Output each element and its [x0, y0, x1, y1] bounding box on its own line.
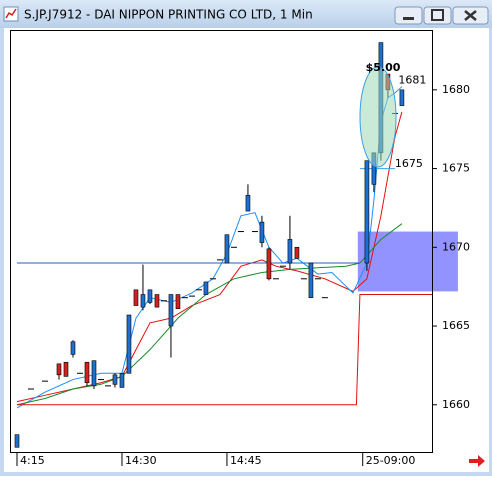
- maximize-button[interactable]: [423, 6, 452, 25]
- candle-body: [91, 360, 97, 387]
- x-tick-label: 14:30: [125, 454, 157, 467]
- candle-body: [364, 160, 370, 264]
- candle-body: [266, 248, 272, 280]
- candle-body: [175, 294, 181, 310]
- candle-body: [259, 221, 265, 243]
- annotation: $5.00: [366, 61, 401, 74]
- scroll-arrow[interactable]: [469, 455, 485, 467]
- x-tick-label: 4:15: [20, 454, 45, 467]
- y-tick-label: 1670: [442, 240, 470, 253]
- annotation: 1681: [398, 73, 426, 86]
- minimize-button[interactable]: [394, 6, 423, 25]
- candle-body: [84, 361, 90, 384]
- x-tick-label: 14:45: [230, 454, 262, 467]
- minimize-icon: [403, 17, 414, 20]
- price-zone: [357, 231, 458, 292]
- window-buttons: [394, 6, 489, 25]
- candle-body: [308, 262, 314, 298]
- highlight-ellipse: [359, 66, 397, 168]
- chart-title: S.JP.J7912 - DAI NIPPON PRINTING CO LTD,…: [24, 8, 313, 22]
- candle-body: [154, 294, 160, 308]
- candle-body: [112, 374, 118, 385]
- plot-border: [10, 30, 433, 453]
- y-tick-label: 1660: [442, 398, 470, 411]
- candle-body: [203, 281, 209, 295]
- annotation: 1675: [395, 157, 423, 170]
- candle-body: [63, 361, 69, 377]
- candle-body: [147, 289, 153, 303]
- candle-body: [399, 89, 405, 106]
- candle-body: [245, 195, 251, 212]
- candle-body: [294, 246, 300, 259]
- candle-body: [70, 341, 76, 355]
- close-icon: [464, 10, 477, 21]
- candle-body: [168, 294, 174, 327]
- candle-body: [224, 234, 230, 264]
- x-tick-label: 25-09:00: [366, 454, 416, 467]
- candle-body: [126, 314, 132, 374]
- y-tick-label: 1680: [442, 83, 470, 96]
- indicator-line: [16, 223, 403, 406]
- candle-body: [14, 434, 20, 448]
- candle-body: [133, 289, 139, 306]
- icon-line: [5, 8, 17, 19]
- indicator-line: [16, 294, 432, 406]
- maximize-icon: [431, 9, 444, 21]
- y-tick-label: 1675: [442, 162, 470, 175]
- candle-body: [140, 294, 146, 308]
- candle-body: [119, 372, 125, 388]
- y-tick-label: 1665: [442, 319, 470, 332]
- candle-body: [56, 363, 62, 376]
- candle-body: [287, 239, 293, 264]
